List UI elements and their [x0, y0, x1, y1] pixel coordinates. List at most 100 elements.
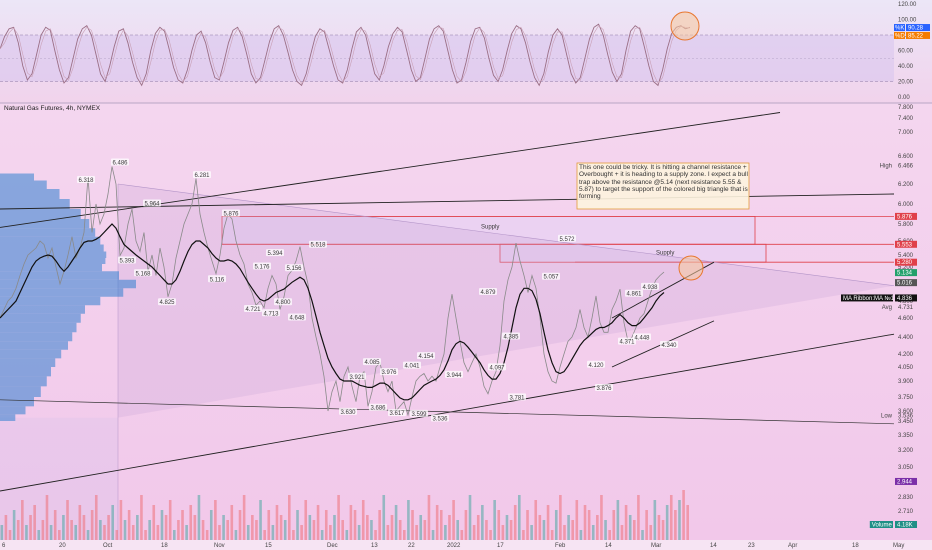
volume-bar — [66, 500, 69, 540]
volume-profile-row — [0, 358, 56, 367]
stochastic-k-line — [0, 23, 691, 87]
volume-profile-row — [0, 209, 81, 219]
volume-bar — [390, 515, 394, 540]
volume-bar — [201, 520, 205, 540]
volume-bar — [49, 525, 53, 540]
volume-bar — [58, 530, 61, 540]
swing-price-label: 5.176 — [253, 262, 271, 271]
swing-label-bg — [380, 368, 398, 376]
volume-bar — [33, 505, 36, 540]
volume-bar — [123, 520, 127, 540]
volume-bar — [255, 520, 258, 540]
swing-label-text: 4.938 — [642, 285, 658, 291]
volume-bar — [292, 530, 295, 540]
oscillator-tick-label: 20.00 — [898, 80, 914, 86]
stochastic-oscillator: 0.00 20.00 40.00 60.00 80.00 100.00 120.00 %K 90… — [0, 2, 930, 101]
overbought-highlight-circle — [670, 11, 700, 41]
volume-bar — [103, 525, 106, 540]
swing-label-bg — [502, 332, 520, 340]
volume-bar — [222, 515, 225, 540]
swing-label-bg — [488, 363, 506, 371]
swing-label-bg — [244, 305, 262, 312]
price-badge-value: 5.876 — [897, 214, 913, 220]
oscillator-badge-box — [906, 24, 930, 32]
swing-label-bg — [111, 158, 129, 166]
volume-bar — [448, 515, 451, 540]
price-badge-caption: High — [880, 163, 892, 169]
volume-bar — [682, 490, 685, 540]
swing-label-text: 4.713 — [263, 311, 279, 317]
swing-label-bg — [633, 333, 651, 341]
volume-bar — [628, 515, 632, 540]
supply-zone-label: Supply — [481, 224, 499, 230]
swing-price-label: 3.976 — [380, 368, 398, 376]
swing-label-bg — [595, 383, 613, 391]
volume-bar — [534, 500, 538, 540]
volume-bar — [542, 520, 546, 540]
price-tick-label: 6.000 — [898, 202, 914, 208]
volume-bar — [411, 510, 414, 540]
time-tick-label: Oct — [103, 543, 113, 549]
annotation-box[interactable] — [576, 162, 750, 210]
time-tick-label: May — [893, 543, 904, 549]
time-axis[interactable] — [0, 540, 932, 550]
supply-zone-label: Supply — [656, 250, 674, 256]
volume-bar — [45, 495, 49, 540]
price-series — [0, 166, 665, 417]
volume-bar — [177, 520, 180, 540]
volume-bar — [456, 520, 459, 540]
swing-label-bg — [445, 370, 463, 378]
volume-profile-row — [0, 341, 68, 350]
price-tick-label: 3.600 — [898, 409, 914, 415]
volume-bar — [193, 515, 197, 540]
volume-profile-row — [0, 322, 77, 333]
swing-label-bg — [363, 358, 381, 366]
volume-bar — [620, 525, 624, 540]
swing-price-label: 3.630 — [339, 407, 357, 416]
swing-price-label: 3.599 — [410, 409, 428, 418]
stochastic-d-line — [0, 25, 691, 84]
volume-profile-row — [0, 189, 60, 199]
swing-price-label: 4.041 — [403, 361, 421, 370]
swing-label-bg — [479, 288, 497, 295]
swing-label-bg — [587, 360, 605, 368]
swing-price-label: 5.518 — [309, 240, 327, 249]
volume-profile-row — [0, 199, 70, 209]
swing-price-label: 4.721 — [244, 305, 262, 313]
volume-bar — [251, 515, 254, 540]
volume-bar — [82, 515, 86, 540]
volume-bar — [304, 500, 308, 540]
volume-bar — [148, 520, 151, 540]
swing-price-label: 4.713 — [262, 309, 280, 317]
time-tick-label: 18 — [852, 543, 859, 549]
volume-bar — [78, 505, 82, 540]
volume-bar — [341, 520, 344, 540]
volume-bar — [181, 510, 184, 540]
swing-label-text: 4.879 — [480, 290, 496, 296]
supply-zones: Supply Supply — [221, 215, 894, 263]
price-badge-caption: Avg — [882, 305, 892, 311]
volume-bar — [575, 500, 579, 540]
price-badge-value: 3.536 — [898, 413, 914, 419]
volume-profile-row — [0, 376, 47, 387]
volume-bar — [546, 505, 550, 540]
price-badge-value: 5.553 — [897, 242, 913, 248]
volume-bar — [665, 505, 669, 540]
swing-label-text: 4.041 — [404, 364, 420, 370]
swing-label-bg — [542, 272, 560, 280]
swing-label-bg — [403, 361, 421, 369]
volume-bar — [637, 495, 640, 540]
volume-profile-row — [0, 279, 136, 289]
swing-label-text: 4.825 — [159, 300, 175, 306]
swing-price-label: 4.448 — [633, 333, 651, 341]
price-axis[interactable]: 2.710 2.830 3.050 3.200 3.350 3.450 3.600 3.750… — [841, 105, 917, 529]
volume-bar — [513, 505, 517, 540]
time-tick-label: 22 — [408, 543, 415, 549]
volume-bar — [645, 510, 648, 540]
price-tick-label: 4.600 — [898, 316, 914, 322]
volume-bar — [386, 525, 390, 540]
oscillator-badge-tag — [894, 31, 905, 39]
swing-label-bg — [431, 414, 449, 422]
swing-label-bg — [618, 337, 636, 345]
